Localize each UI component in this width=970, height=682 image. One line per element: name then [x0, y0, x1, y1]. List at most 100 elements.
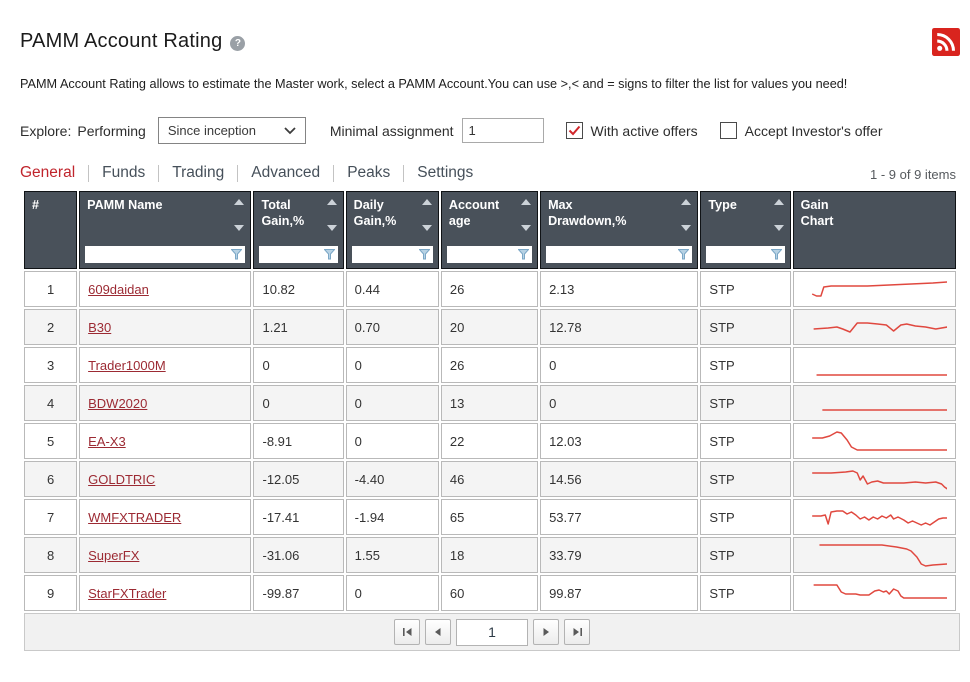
- filter-input-max_drawdown[interactable]: [546, 247, 679, 262]
- cell-max-drawdown: 2.13: [540, 271, 699, 307]
- filter-funnel-icon[interactable]: [518, 249, 530, 260]
- minimal-assignment-label: Minimal assignment: [329, 122, 454, 139]
- cell-rank: 9: [24, 575, 78, 611]
- accept-investors-offer-checkbox[interactable]: [719, 122, 737, 139]
- sort-descending-icon[interactable]: [681, 225, 692, 231]
- filter-funnel-icon[interactable]: [323, 249, 335, 260]
- tab-funds[interactable]: Funds: [102, 164, 146, 181]
- filter-funnel-icon[interactable]: [678, 249, 690, 260]
- filter-input-name[interactable]: [85, 247, 232, 262]
- cell-pamm-name: StarFXTrader: [79, 575, 252, 611]
- tab-divider: [158, 164, 160, 182]
- next-page-button[interactable]: [533, 619, 559, 645]
- cell-total-gain: 0: [253, 347, 344, 383]
- cell-gain-chart: [792, 575, 956, 611]
- table-row: 7 WMFXTRADER -17.41 -1.94 65 53.77 STP: [24, 499, 956, 535]
- tab-trading[interactable]: Trading: [172, 164, 225, 181]
- tab-peaks[interactable]: Peaks: [347, 164, 391, 181]
- tab-divider: [237, 164, 239, 182]
- cell-pamm-name: B30: [79, 309, 252, 345]
- column-header-total_gain[interactable]: Total Gain,%: [253, 191, 344, 269]
- pamm-account-link[interactable]: BDW2020: [88, 395, 148, 411]
- column-label: PAMM Name: [87, 198, 163, 212]
- cell-daily-gain: 0: [345, 423, 439, 459]
- cell-max-drawdown: 0: [540, 385, 699, 421]
- table-row: 2 B30 1.21 0.70 20 12.78 STP: [24, 309, 956, 345]
- cell-rank: 8: [24, 537, 78, 573]
- cell-total-gain: 1.21: [253, 309, 344, 345]
- pamm-account-link[interactable]: B30: [88, 319, 112, 335]
- cell-daily-gain: 0: [345, 347, 439, 383]
- filter-funnel-icon[interactable]: [418, 249, 430, 260]
- sort-descending-icon[interactable]: [326, 225, 337, 231]
- pamm-account-link[interactable]: GOLDTRIC: [88, 471, 156, 487]
- sort-descending-icon[interactable]: [521, 225, 532, 231]
- filter-input-type[interactable]: [706, 247, 771, 262]
- column-header-max_drawdown[interactable]: Max Drawdown,%: [540, 191, 699, 269]
- cell-pamm-name: Trader1000M: [79, 347, 252, 383]
- column-header-name[interactable]: PAMM Name: [79, 191, 252, 269]
- sort-descending-icon[interactable]: [421, 225, 432, 231]
- pamm-account-link[interactable]: StarFXTrader: [88, 585, 167, 601]
- cell-pamm-name: WMFXTRADER: [79, 499, 252, 535]
- sort-descending-icon[interactable]: [234, 225, 245, 231]
- cell-total-gain: -17.41: [253, 499, 344, 535]
- column-header-account_age[interactable]: Account age: [440, 191, 539, 269]
- period-select[interactable]: Since inception: [157, 117, 306, 144]
- cell-rank: 2: [24, 309, 78, 345]
- column-header-type[interactable]: Type: [700, 191, 791, 269]
- minimal-assignment-input[interactable]: [461, 118, 544, 143]
- cell-rank: 5: [24, 423, 78, 459]
- tab-settings[interactable]: Settings: [417, 164, 474, 181]
- gain-sparkline: [802, 426, 947, 456]
- filter-input-total_gain[interactable]: [259, 247, 324, 262]
- page-number-input[interactable]: [456, 618, 528, 646]
- pamm-account-link[interactable]: Trader1000M: [88, 357, 166, 373]
- cell-total-gain: -12.05: [253, 461, 344, 497]
- sort-ascending-icon[interactable]: [773, 199, 784, 205]
- tab-divider: [333, 164, 335, 182]
- pamm-account-link[interactable]: SuperFX: [88, 547, 140, 563]
- gain-sparkline: [802, 578, 947, 608]
- sort-descending-icon[interactable]: [773, 225, 784, 231]
- help-icon[interactable]: ?: [230, 35, 246, 51]
- table-row: 5 EA-X3 -8.91 0 22 12.03 STP: [24, 423, 956, 459]
- tab-advanced[interactable]: Advanced: [251, 164, 321, 181]
- prev-page-button[interactable]: [425, 619, 451, 645]
- pamm-account-link[interactable]: WMFXTRADER: [88, 509, 182, 525]
- cell-gain-chart: [792, 499, 956, 535]
- rss-icon[interactable]: [932, 28, 960, 56]
- pamm-account-link[interactable]: EA-X3: [88, 433, 126, 449]
- sort-ascending-icon[interactable]: [326, 199, 337, 205]
- cell-pamm-name: 609daidan: [79, 271, 252, 307]
- pamm-account-link[interactable]: 609daidan: [88, 281, 149, 297]
- filter-input-daily_gain[interactable]: [351, 247, 419, 262]
- column-label: age: [448, 214, 471, 229]
- cell-gain-chart: [792, 271, 956, 307]
- table-row: 8 SuperFX -31.06 1.55 18 33.79 STP: [24, 537, 956, 573]
- first-page-button[interactable]: [394, 619, 420, 645]
- filter-funnel-icon[interactable]: [770, 249, 782, 260]
- cell-account-age: 22: [440, 423, 539, 459]
- filter-funnel-icon[interactable]: [231, 249, 243, 260]
- cell-daily-gain: -1.94: [345, 499, 439, 535]
- with-active-offers-checkbox[interactable]: [565, 122, 583, 139]
- last-page-button[interactable]: [564, 619, 590, 645]
- cell-max-drawdown: 0: [540, 347, 699, 383]
- tab-general[interactable]: General: [20, 164, 76, 181]
- cell-type: STP: [700, 385, 791, 421]
- cell-rank: 3: [24, 347, 78, 383]
- items-count: 1 - 9 of 9 items: [870, 167, 956, 182]
- cell-total-gain: -99.87: [253, 575, 344, 611]
- column-header-daily_gain[interactable]: Daily Gain,%: [345, 191, 439, 269]
- cell-max-drawdown: 12.78: [540, 309, 699, 345]
- cell-total-gain: -8.91: [253, 423, 344, 459]
- first-page-icon: [402, 628, 411, 636]
- sort-ascending-icon[interactable]: [421, 199, 432, 205]
- cell-type: STP: [700, 309, 791, 345]
- filter-input-account_age[interactable]: [446, 247, 519, 262]
- sort-ascending-icon[interactable]: [234, 199, 245, 205]
- sort-ascending-icon[interactable]: [681, 199, 692, 205]
- sort-ascending-icon[interactable]: [521, 199, 532, 205]
- explore-label: Explore:: [20, 122, 72, 139]
